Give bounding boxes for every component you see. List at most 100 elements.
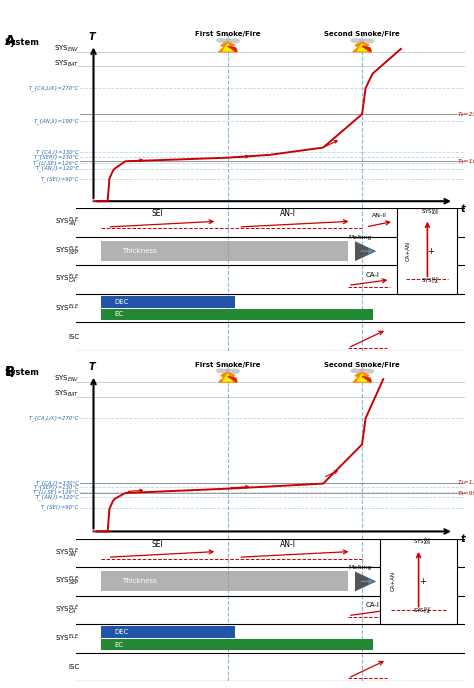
Text: SYS$_{BAT}$: SYS$_{BAT}$ (54, 389, 79, 399)
Bar (100, 639, 373, 650)
Polygon shape (228, 376, 237, 382)
Text: DEC: DEC (115, 629, 129, 635)
Text: SYS$^{ELE}_{SEP}$: SYS$^{ELE}_{SEP}$ (55, 244, 79, 258)
Polygon shape (362, 376, 371, 382)
Text: SYS$^{ELE}_{CA}$: SYS$^{ELE}_{CA}$ (421, 275, 440, 286)
Text: +: + (419, 577, 426, 586)
Text: Melting: Melting (348, 565, 371, 570)
Text: T₂=132.7°C: T₂=132.7°C (457, 480, 474, 485)
Polygon shape (353, 373, 371, 382)
Text: SYS$^{ELE}_{SEP}$: SYS$^{ELE}_{SEP}$ (55, 574, 79, 588)
Bar (100, 627, 235, 638)
Polygon shape (219, 373, 237, 382)
Text: CA+AN: CA+AN (406, 241, 410, 261)
Text: System: System (5, 38, 40, 47)
Text: T₂=250.2°C: T₂=250.2°C (457, 111, 474, 117)
Circle shape (365, 39, 374, 43)
Text: T_{LI,SE}=126°C: T_{LI,SE}=126°C (33, 489, 79, 495)
Text: T_{CA,LiX}=270°C: T_{CA,LiX}=270°C (29, 85, 79, 91)
Polygon shape (355, 241, 376, 261)
Circle shape (230, 369, 239, 373)
Text: ISC: ISC (68, 664, 79, 670)
Bar (100, 572, 348, 592)
Text: T_{AN,I}=120°C: T_{AN,I}=120°C (36, 166, 79, 171)
Text: T_{LI,SE}=126°C: T_{LI,SE}=126°C (33, 160, 79, 166)
Text: SYS$^{ELE}$: SYS$^{ELE}$ (55, 303, 79, 314)
Text: Melting: Melting (348, 235, 371, 240)
Text: T_{SEP,I}=130°C: T_{SEP,I}=130°C (34, 154, 79, 160)
Circle shape (351, 369, 359, 372)
Text: Second Smoke/Fire: Second Smoke/Fire (324, 361, 400, 367)
Circle shape (351, 39, 359, 42)
Text: T₁=99.4°C: T₁=99.4°C (457, 491, 474, 495)
Text: T₁=100.4°C: T₁=100.4°C (457, 159, 474, 164)
Text: SEI: SEI (151, 539, 163, 548)
Text: SYS$^{ELE}$: SYS$^{ELE}$ (55, 633, 79, 644)
Text: t: t (461, 204, 465, 214)
Text: SEI: SEI (151, 209, 163, 218)
Bar (397, 208, 457, 294)
Text: CA-I: CA-I (365, 603, 380, 608)
Polygon shape (357, 44, 367, 51)
Text: AN-II: AN-II (372, 213, 387, 218)
Text: +: + (427, 247, 434, 256)
Text: Thickness: Thickness (122, 579, 156, 584)
Text: SYS$^{ELE}_{AN}$: SYS$^{ELE}_{AN}$ (55, 216, 79, 229)
Text: T: T (89, 32, 95, 42)
Bar (100, 297, 235, 308)
Circle shape (222, 369, 234, 374)
Polygon shape (355, 572, 376, 592)
Text: SYS$^{ELE}_{AN}$: SYS$^{ELE}_{AN}$ (55, 546, 79, 559)
Polygon shape (223, 44, 232, 51)
Text: T_{SEP,I}=130°C: T_{SEP,I}=130°C (34, 484, 79, 490)
Text: Second Smoke/Fire: Second Smoke/Fire (324, 31, 400, 37)
Text: A: A (5, 34, 16, 48)
Text: T_{CA,LiX}=270°C: T_{CA,LiX}=270°C (29, 416, 79, 421)
Bar (100, 241, 348, 261)
Circle shape (356, 369, 368, 374)
Polygon shape (219, 43, 237, 52)
Text: SYS$^{ELE}_{AN}$: SYS$^{ELE}_{AN}$ (413, 537, 432, 547)
Polygon shape (228, 46, 237, 52)
Polygon shape (357, 374, 367, 381)
Text: First Smoke/Fire: First Smoke/Fire (195, 31, 261, 37)
Text: SYS$^{ELE}_{CA}$: SYS$^{ELE}_{CA}$ (413, 605, 432, 616)
Bar (380, 539, 457, 624)
Text: ISC: ISC (68, 334, 79, 340)
Text: Thickness: Thickness (122, 248, 156, 254)
Text: SYS$^{ELE}_{CA}$: SYS$^{ELE}_{CA}$ (55, 603, 79, 616)
Text: System: System (5, 368, 40, 377)
Text: First Smoke/Fire: First Smoke/Fire (195, 361, 261, 367)
Text: CA+AN: CA+AN (391, 571, 396, 592)
Text: t: t (461, 535, 465, 544)
Text: B: B (5, 365, 15, 378)
Text: DEC: DEC (115, 299, 129, 305)
Text: T_{CA,I}=130°C: T_{CA,I}=130°C (36, 480, 79, 486)
Text: SYS$^{ELE}_{AN}$: SYS$^{ELE}_{AN}$ (421, 206, 440, 217)
Circle shape (217, 369, 225, 372)
Polygon shape (353, 43, 371, 52)
Text: AN-I: AN-I (280, 209, 296, 218)
Text: T_{AN,I}=120°C: T_{AN,I}=120°C (36, 495, 79, 500)
Text: T: T (89, 362, 95, 372)
Circle shape (356, 39, 368, 44)
Polygon shape (362, 46, 371, 52)
Bar (100, 309, 373, 320)
Text: SYS$_{ENV}$: SYS$_{ENV}$ (54, 374, 79, 384)
Text: SYS$_{BAT}$: SYS$_{BAT}$ (54, 58, 79, 69)
Circle shape (217, 39, 225, 42)
Circle shape (222, 39, 234, 44)
Text: EC: EC (115, 312, 124, 317)
Text: EC: EC (115, 642, 124, 647)
Text: SYS$^{ELE}_{CA}$: SYS$^{ELE}_{CA}$ (55, 273, 79, 286)
Text: T_{SEI}=90°C: T_{SEI}=90°C (41, 505, 79, 510)
Text: T_{AN,II}=190°C: T_{AN,II}=190°C (34, 118, 79, 125)
Text: T_{CA,I}=130°C: T_{CA,I}=130°C (36, 149, 79, 155)
Circle shape (365, 369, 374, 373)
Text: AN-I: AN-I (280, 539, 296, 548)
Text: T_{SEI}=90°C: T_{SEI}=90°C (41, 176, 79, 182)
Circle shape (230, 39, 239, 43)
Polygon shape (223, 374, 232, 381)
Text: SYS$_{ENV}$: SYS$_{ENV}$ (54, 44, 79, 54)
Text: CA-I: CA-I (365, 272, 380, 278)
